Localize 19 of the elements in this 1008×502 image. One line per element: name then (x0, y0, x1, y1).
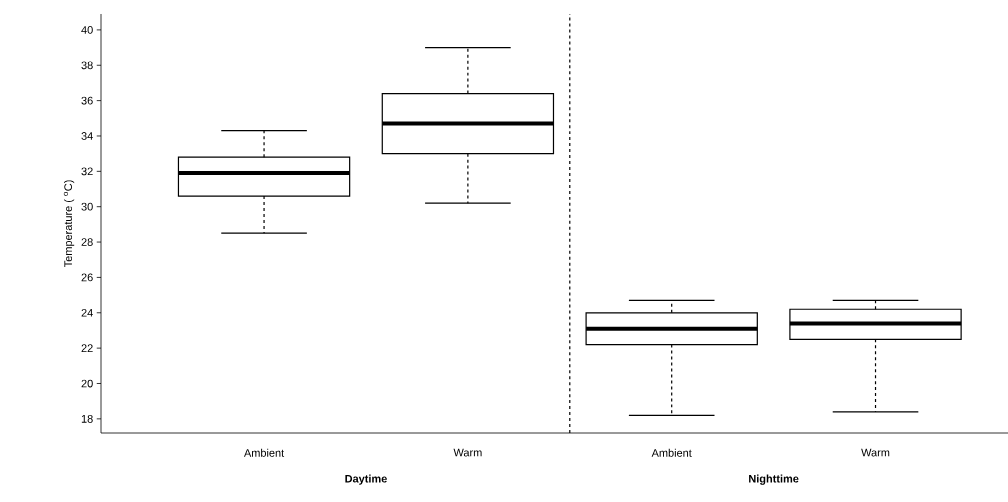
y-tick-label: 18 (81, 414, 93, 423)
y-tick-label: 26 (81, 273, 93, 282)
text: Nighttime (749, 474, 799, 485)
y-tick-label: 36 (81, 96, 93, 105)
y-tick-label: 20 (81, 379, 93, 388)
y-tick-label: 38 (81, 61, 93, 70)
x-tick-label: Ambient (243, 448, 285, 457)
y-tick-label: 32 (81, 167, 93, 176)
y-tick-label: 22 (81, 344, 93, 352)
x-tick-label: Ambient (651, 448, 692, 457)
y-tick-label: 28 (81, 238, 93, 246)
y-tick-label: 40 (81, 26, 93, 34)
text: Daytime (345, 474, 387, 485)
x-tick-label: Warm (453, 448, 482, 457)
x-tick-label: Warm (861, 448, 890, 457)
y-axis-title: Temperature ( $^{o}$C) (63, 180, 75, 268)
y-tick-label: 24 (81, 308, 93, 317)
y-tick-label: 30 (81, 202, 93, 211)
y-tick-label: 34 (81, 132, 93, 140)
